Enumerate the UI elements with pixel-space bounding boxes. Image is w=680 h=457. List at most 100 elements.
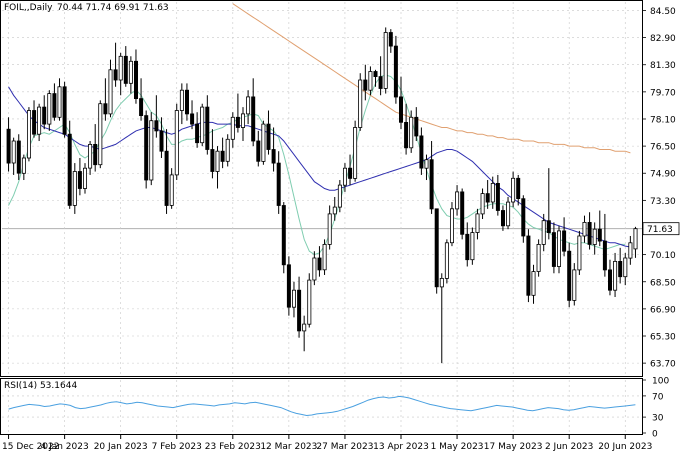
candle[interactable] (485, 180, 490, 209)
candle[interactable] (184, 83, 189, 121)
candle[interactable] (353, 120, 358, 182)
candle[interactable] (312, 251, 317, 286)
candle[interactable] (348, 154, 353, 186)
candle[interactable] (11, 137, 16, 175)
candle[interactable] (613, 252, 618, 298)
candle[interactable] (52, 83, 57, 121)
candle[interactable] (256, 130, 261, 167)
candle[interactable] (439, 273, 444, 364)
candle[interactable] (281, 202, 286, 274)
candle[interactable] (495, 174, 500, 216)
candle[interactable] (388, 29, 393, 53)
candle[interactable] (608, 259, 613, 296)
candle[interactable] (57, 78, 62, 121)
candle[interactable] (297, 276, 302, 338)
candle[interactable] (623, 252, 628, 286)
candle[interactable] (444, 239, 449, 284)
candle[interactable] (516, 174, 521, 206)
candle[interactable] (6, 117, 11, 172)
candle[interactable] (220, 137, 225, 169)
candle[interactable] (144, 110, 149, 189)
candle[interactable] (470, 227, 475, 265)
candle[interactable] (195, 112, 200, 148)
candle[interactable] (190, 100, 195, 130)
candle[interactable] (103, 78, 108, 121)
candle[interactable] (526, 229, 531, 303)
candle[interactable] (271, 127, 276, 172)
candle[interactable] (118, 52, 123, 96)
candle[interactable] (592, 222, 597, 255)
candle[interactable] (261, 120, 266, 165)
candle[interactable] (597, 210, 602, 247)
candle[interactable] (139, 78, 144, 121)
candle[interactable] (174, 103, 179, 181)
candle[interactable] (434, 208, 439, 294)
candle[interactable] (291, 281, 296, 318)
candle[interactable] (26, 107, 31, 162)
candle[interactable] (62, 81, 67, 138)
candle[interactable] (363, 64, 368, 101)
candle[interactable] (317, 246, 322, 277)
candle[interactable] (154, 95, 159, 138)
candle[interactable] (286, 256, 291, 316)
candle[interactable] (465, 222, 470, 267)
candle[interactable] (164, 129, 169, 214)
candle[interactable] (47, 90, 52, 131)
candle[interactable] (546, 168, 551, 240)
candle[interactable] (449, 202, 454, 247)
candle[interactable] (429, 141, 434, 214)
candle[interactable] (567, 242, 572, 308)
candle[interactable] (551, 222, 556, 274)
candle[interactable] (32, 100, 37, 138)
candle[interactable] (16, 134, 21, 181)
candle[interactable] (404, 103, 409, 155)
candle[interactable] (98, 100, 103, 169)
candle[interactable] (149, 112, 154, 186)
candle[interactable] (511, 171, 516, 208)
candle[interactable] (460, 188, 465, 240)
candle[interactable] (628, 235, 633, 265)
candle[interactable] (276, 151, 281, 214)
candle[interactable] (378, 56, 383, 96)
candle[interactable] (93, 124, 98, 172)
candle[interactable] (307, 273, 312, 328)
candle[interactable] (246, 90, 251, 125)
candle[interactable] (602, 213, 607, 277)
candle[interactable] (618, 247, 623, 284)
candle[interactable] (179, 83, 184, 125)
candle[interactable] (582, 215, 587, 243)
candle[interactable] (225, 134, 230, 167)
candle[interactable] (424, 154, 429, 181)
candle[interactable] (475, 208, 480, 240)
candle[interactable] (123, 46, 128, 87)
candle[interactable] (332, 196, 337, 221)
candle[interactable] (398, 76, 403, 130)
candle[interactable] (240, 107, 245, 142)
candle[interactable] (67, 120, 72, 209)
candle[interactable] (235, 93, 240, 133)
candle[interactable] (541, 213, 546, 252)
candle[interactable] (200, 103, 205, 147)
candle[interactable] (490, 176, 495, 209)
candle[interactable] (455, 185, 460, 216)
candles[interactable] (6, 27, 638, 364)
candle[interactable] (383, 27, 388, 94)
candle[interactable] (393, 35, 398, 104)
candle[interactable] (562, 217, 567, 257)
candle[interactable] (368, 66, 373, 96)
candle[interactable] (500, 205, 505, 231)
candle[interactable] (159, 117, 164, 158)
candle[interactable] (322, 239, 327, 275)
candle[interactable] (230, 112, 235, 148)
candle[interactable] (266, 110, 271, 155)
candle[interactable] (506, 196, 511, 230)
candle[interactable] (419, 127, 424, 175)
candle[interactable] (169, 168, 174, 209)
candle[interactable] (133, 49, 138, 104)
candle[interactable] (251, 78, 256, 147)
candle[interactable] (113, 42, 118, 87)
candle[interactable] (210, 129, 215, 179)
candle[interactable] (205, 95, 210, 155)
